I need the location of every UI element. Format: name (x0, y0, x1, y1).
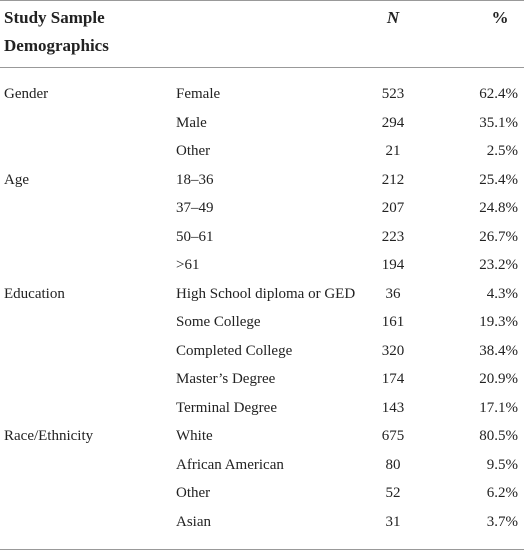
row-label: Terminal Degree (176, 399, 277, 416)
bottom-rule (0, 549, 524, 550)
count-cell: 161 (381, 314, 405, 330)
count-cell: 294 (381, 114, 405, 131)
table-title: Study Sample Demographics (4, 8, 109, 55)
percent-cell: 23.2% (479, 257, 518, 273)
percent-cell: 24.8% (479, 200, 518, 216)
percent-cell: 35.1% (479, 114, 518, 131)
count-cell: 174 (381, 371, 405, 387)
row-label: High School diploma or GED (176, 285, 356, 302)
column-header: % (491, 8, 509, 27)
count-cell: 31 (385, 513, 401, 530)
percent-cell: 80.5% (479, 428, 518, 444)
row-label: 50–61 (176, 228, 214, 245)
column-header: N (386, 8, 400, 27)
count-cell: 212 (381, 171, 405, 188)
count-cell: 194 (381, 257, 405, 273)
count-cell: 52 (385, 485, 401, 501)
count-cell: 207 (381, 200, 405, 216)
count-cell: 320 (381, 342, 405, 359)
row-label: Male (176, 114, 207, 131)
percent-cell: 3.7% (486, 513, 518, 530)
percent-cell: 25.4% (479, 171, 518, 188)
group-label: Race/Ethnicity (4, 428, 94, 444)
percent-cell: 20.9% (479, 371, 518, 387)
percent-cell: 26.7% (479, 228, 518, 245)
row-label: Completed College (176, 342, 293, 359)
row-label: Other (176, 143, 211, 159)
count-cell: 143 (381, 399, 405, 416)
count-cell: 21 (385, 143, 401, 159)
row-label: Other (176, 485, 211, 501)
count-cell: 80 (385, 456, 401, 473)
row-label: White (176, 428, 213, 444)
top-rule (0, 0, 524, 1)
row-label: African American (176, 456, 284, 473)
count-cell: 36 (385, 285, 401, 302)
row-label: Female (176, 86, 221, 102)
row-label: 18–36 (176, 171, 214, 188)
row-label: >61 (176, 257, 200, 273)
row-label: Some College (176, 314, 261, 330)
row-label: Master’s Degree (176, 371, 276, 387)
percent-cell: 6.2% (486, 485, 518, 501)
group-label: Education (4, 285, 65, 302)
percent-cell: 19.3% (479, 314, 518, 330)
percent-cell: 62.4% (479, 86, 518, 102)
group-label: Gender (4, 86, 49, 102)
row-label: 37–49 (176, 200, 214, 216)
header-rule (0, 67, 524, 68)
percent-cell: 38.4% (479, 342, 518, 359)
percent-cell: 2.5% (486, 143, 518, 159)
group-label: Age (4, 171, 29, 188)
count-cell: 223 (381, 228, 405, 245)
count-cell: 675 (381, 428, 405, 444)
row-label: Asian (176, 513, 211, 530)
percent-cell: 17.1% (479, 399, 518, 416)
percent-cell: 9.5% (486, 456, 518, 473)
count-cell: 523 (381, 86, 405, 102)
percent-cell: 4.3% (486, 285, 518, 302)
